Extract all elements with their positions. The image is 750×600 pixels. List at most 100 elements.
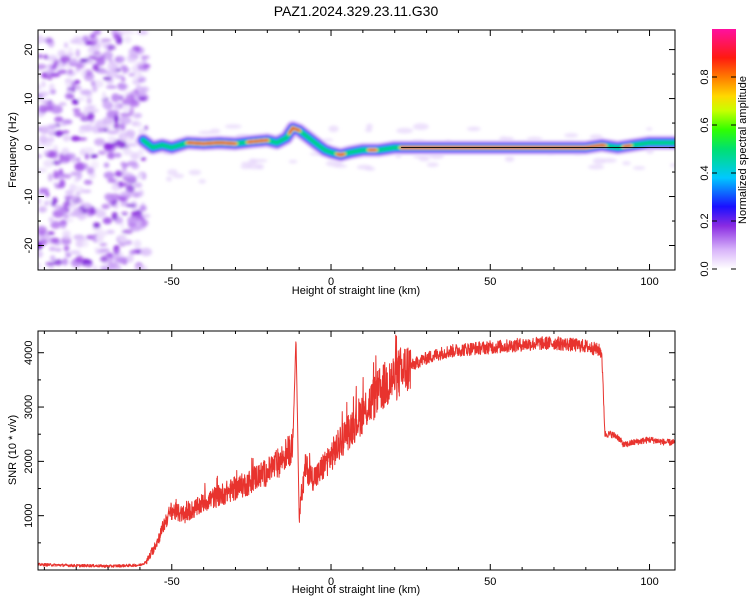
snr-x-tick-label: 100 [640,576,658,588]
noise-blob [52,160,62,166]
noise-blob [59,152,65,162]
noise-blob [139,88,147,96]
noise-blob [91,124,101,134]
noise-blob [137,149,144,157]
noise-blob [84,124,93,132]
noise-blob [50,105,63,114]
noise-blob [126,143,139,147]
noise-blob [100,38,112,43]
noise-blob [63,245,70,252]
noise-halo [166,176,173,182]
noise-blob [83,69,93,77]
noise-blob [105,195,117,203]
noise-halo [288,159,298,164]
noise-blob [52,197,58,205]
noise-blob [92,264,98,270]
noise-halo [466,126,481,132]
noise-blob [47,150,57,159]
colorbar-tick-label: 0.0 [699,261,711,276]
noise-blob [38,105,45,112]
noise-blob [114,203,119,209]
snr-y-tick-label: 4000 [23,340,35,364]
noise-halo [365,127,373,133]
noise-blob [97,150,107,155]
noise-blob [58,102,67,106]
noise-blob [39,91,50,97]
noise-blob [50,255,56,262]
noise-blob [115,74,125,79]
noise-blob [46,69,55,74]
noise-blob [47,231,55,235]
noise-blob [76,157,81,162]
noise-blob [125,129,136,137]
noise-blob [115,55,125,63]
noise-blob [111,183,121,192]
noise-blob [75,254,84,263]
snr-x-axis-title: Height of straight line (km) [292,584,420,596]
noise-blob [76,174,82,181]
noise-halo [328,125,339,133]
noise-blob [125,93,134,101]
noise-blob [113,102,120,111]
spectrogram-y-tick-label: 0 [23,144,35,150]
noise-blob [90,160,99,170]
noise-blob [103,171,115,179]
noise-blob [90,206,95,214]
noise-blob [92,64,99,71]
noise-blob [128,99,140,108]
noise-blob [79,189,88,193]
noise-blob [138,189,144,197]
noise-blob [45,261,56,267]
noise-blob [41,80,46,88]
noise-blob [102,91,107,100]
noise-blob [122,162,127,172]
noise-blob [112,122,121,130]
noise-blob [90,80,96,87]
noise-blob [121,30,131,34]
noise-halo [172,173,184,179]
noise-blob [105,85,118,89]
noise-blob [65,218,74,223]
noise-halo [504,156,515,163]
noise-blob [65,253,72,258]
noise-blob [83,179,93,185]
noise-blob [122,98,130,106]
ridge-red-core [186,141,237,145]
noise-blob [47,76,53,81]
spectrogram-x-tick-label: 100 [640,276,658,288]
noise-blob [107,69,118,78]
noise-blob [39,239,48,246]
noise-blob [71,195,77,202]
noise-halo [646,127,653,131]
noise-halo [247,163,262,170]
noise-blob [125,203,137,208]
noise-halo [240,161,252,166]
colorbar-tick-label: 0.8 [699,69,711,84]
noise-blob [75,62,84,70]
noise-blob [113,114,119,123]
noise-blob [72,108,81,112]
noise-halo [224,124,242,129]
noise-blob [80,89,92,96]
noise-halo [322,138,334,142]
noise-blob [70,58,78,65]
noise-halo [250,158,268,163]
noise-blob [54,116,64,123]
noise-blob [48,216,55,223]
noise-halo [426,162,439,168]
noise-blob [94,138,106,146]
noise-blob [121,229,133,235]
noise-blob [140,247,152,257]
noise-blob [138,96,147,101]
noise-blob [86,60,94,64]
noise-blob [74,162,86,172]
noise-halo [198,130,214,135]
noise-blob [138,128,147,134]
noise-blob [98,68,108,75]
noise-blob [69,250,81,255]
noise-blob [62,236,73,240]
noise-blob [53,170,59,180]
noise-blob [86,167,95,175]
noise-blob [47,39,55,48]
noise-blob [68,68,73,75]
